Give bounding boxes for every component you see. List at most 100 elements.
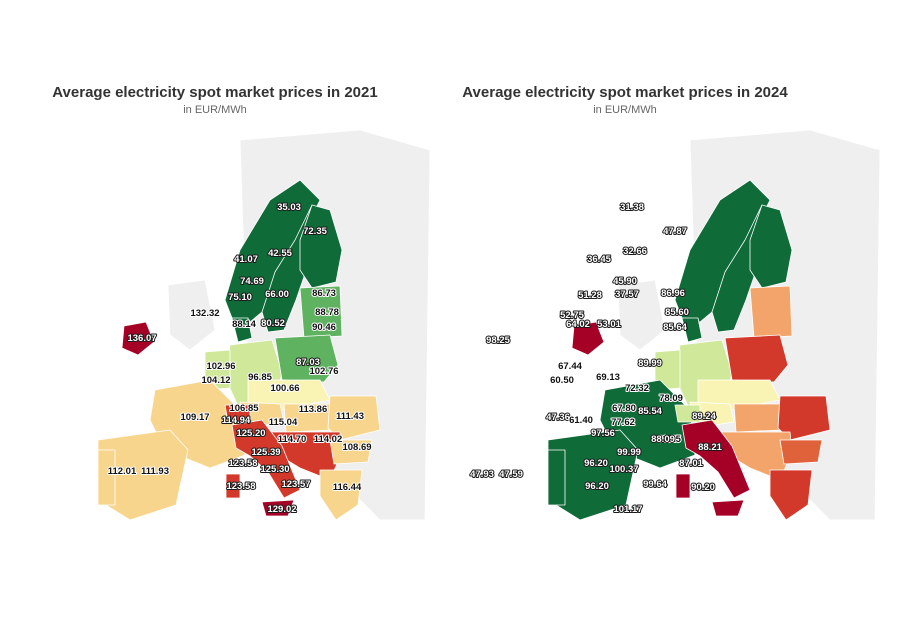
price-label: 123.58 xyxy=(228,458,257,469)
price-label: 106.85 xyxy=(229,403,259,414)
price-label: 47.36 xyxy=(546,412,570,423)
price-label: 60.50 xyxy=(550,375,574,386)
region-benelux xyxy=(204,349,231,391)
price-label: 90.46 xyxy=(312,322,336,333)
region-baltics xyxy=(299,285,343,339)
price-label: 64.02 xyxy=(566,319,590,330)
price-label: 80.52 xyxy=(261,318,285,329)
price-label: 123.57 xyxy=(281,479,310,490)
map-title-2021: Average electricity spot market prices i… xyxy=(52,84,378,101)
price-label: 87.03 xyxy=(296,357,320,368)
price-label: 125.30 xyxy=(260,464,289,475)
price-label: 75.10 xyxy=(228,292,252,303)
price-label: 102.96 xyxy=(206,361,235,372)
region-italy xyxy=(231,419,301,499)
price-label: 37.57 xyxy=(615,289,639,300)
region-finland xyxy=(299,204,343,289)
price-label: 35.03 xyxy=(277,202,301,213)
price-label: 108.69 xyxy=(342,442,371,453)
price-label: 96.20 xyxy=(584,458,608,469)
price-labels: 31.38 47.87 36.45 32.66 45.90 51.28 37.57 86.96… xyxy=(469,201,723,516)
price-label: 47.93 xyxy=(470,469,494,480)
region-poland xyxy=(724,334,789,383)
price-label: 36.45 xyxy=(587,254,611,265)
price-label: 104.12 xyxy=(201,375,230,386)
price-label: 114.94 xyxy=(222,415,251,426)
map-panel-2024: Average electricity spot market prices i… xyxy=(450,0,900,636)
price-label: 96.20 xyxy=(585,481,609,492)
map-title-2024: Average electricity spot market prices i… xyxy=(462,84,788,101)
price-label: 41.07 xyxy=(234,254,258,265)
region-bulgaria xyxy=(329,439,373,465)
price-label: 113.86 xyxy=(299,404,328,415)
map-regions xyxy=(90,128,431,528)
region-benelux xyxy=(654,349,681,391)
price-label: 100.66 xyxy=(270,383,299,394)
region-italy xyxy=(681,419,751,499)
price-label: 47.59 xyxy=(499,469,523,480)
price-label: 78.09 xyxy=(659,393,683,404)
region-sicily xyxy=(261,499,295,517)
region-denmark xyxy=(231,317,253,343)
price-label: 114.02 xyxy=(314,434,343,445)
price-label: 72.35 xyxy=(303,226,327,237)
price-label: 31.38 xyxy=(620,202,644,213)
price-label: 69.13 xyxy=(596,372,620,383)
map-panel-2021: Average electricity spot market prices i… xyxy=(52,84,431,528)
price-label: 74.69 xyxy=(240,276,264,287)
price-label: 52.75 xyxy=(560,310,584,321)
price-label: 72.32 xyxy=(625,383,649,394)
price-label: 96.85 xyxy=(248,372,272,383)
price-label: 47.87 xyxy=(663,226,687,237)
region-ireland xyxy=(121,321,155,356)
price-label: 85.60 xyxy=(665,307,689,318)
price-label: 97.56 xyxy=(591,428,615,439)
region-hungary xyxy=(733,403,783,433)
map-subtitle-2024: in EUR/MWh xyxy=(593,104,657,116)
price-label: 98.25 xyxy=(486,335,510,346)
price-label: 125.39 xyxy=(251,447,280,458)
region-greece xyxy=(319,469,363,521)
price-label: 132.32 xyxy=(190,308,219,319)
price-label: 85.64 xyxy=(663,322,687,333)
price-label: 111.43 xyxy=(336,411,364,422)
price-label: 67.44 xyxy=(558,361,582,372)
region-portugal xyxy=(547,449,566,506)
region-denmark xyxy=(681,317,703,343)
region-poland xyxy=(274,334,339,383)
price-label: 88.78 xyxy=(315,307,339,318)
price-label: 86.73 xyxy=(312,288,336,299)
price-label: 115.04 xyxy=(269,417,298,428)
region-baltics xyxy=(749,285,793,339)
price-label: 112.01 xyxy=(108,466,137,477)
price-label: 102.76 xyxy=(309,366,338,377)
price-label: 111.93 xyxy=(141,466,169,477)
price-label: 129.02 xyxy=(267,504,296,515)
price-label: 51.28 xyxy=(578,290,602,301)
region-sicily xyxy=(711,499,745,517)
price-label: 89.24 xyxy=(692,411,716,422)
price-label: 66.00 xyxy=(265,289,289,300)
region-bulgaria xyxy=(779,439,823,465)
price-label: 114.70 xyxy=(278,434,307,445)
price-label: 90.20 xyxy=(691,482,715,493)
map-regions xyxy=(540,128,881,528)
region-romania xyxy=(327,395,381,441)
price-label: 85.54 xyxy=(638,406,662,417)
price-label: 88.14 xyxy=(232,319,256,330)
region-sardinia xyxy=(675,473,691,499)
price-label: 100.37 xyxy=(609,464,638,475)
europe-map-2024: 31.38 47.87 36.45 32.66 45.90 51.28 37.57 86.96… xyxy=(469,128,881,528)
price-label: 109.17 xyxy=(180,412,209,423)
region-ireland xyxy=(571,321,605,356)
price-label: 67.80 xyxy=(612,403,636,414)
price-label: 88.09 xyxy=(651,434,675,445)
region-uk xyxy=(167,279,216,351)
price-label: 87.01 xyxy=(679,458,703,469)
price-label: 45.90 xyxy=(613,276,637,287)
price-label: 61.40 xyxy=(569,415,593,426)
region-portugal xyxy=(97,449,116,506)
region-greece xyxy=(769,469,813,521)
